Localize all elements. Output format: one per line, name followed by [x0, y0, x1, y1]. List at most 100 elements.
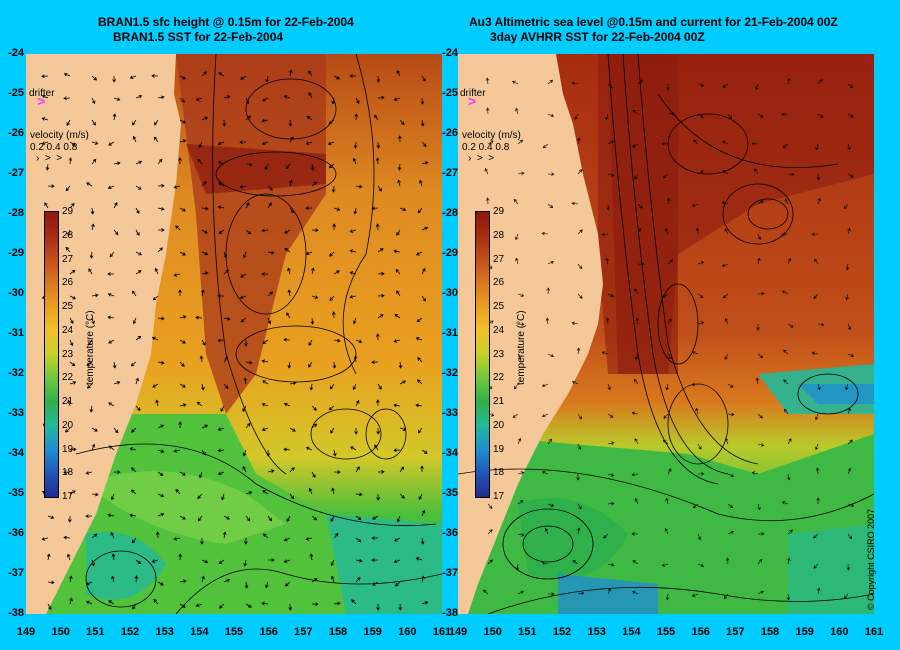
velocity-vector — [755, 377, 760, 385]
velocity-vector — [131, 427, 137, 433]
velocity-vector — [135, 185, 142, 190]
velocity-vector — [112, 361, 117, 369]
velocity-vector — [420, 465, 424, 473]
velocity-vector — [755, 83, 759, 91]
colorbar-tick-label: 26 — [493, 277, 505, 289]
velocity-vector — [420, 119, 425, 127]
velocity-vector — [787, 438, 792, 445]
velocity-vector — [376, 603, 380, 611]
velocity-vector — [218, 182, 225, 187]
velocity-vector — [111, 575, 115, 583]
velocity-vector — [813, 563, 819, 569]
velocity-vector — [697, 443, 702, 450]
velocity-vector — [377, 95, 385, 100]
velocity-vector — [663, 173, 669, 179]
velocity-vector — [217, 141, 225, 146]
velocity-vector — [135, 207, 140, 214]
velocity-vector — [399, 427, 407, 431]
velocity-vector — [817, 113, 824, 118]
velocity-vector — [201, 251, 209, 256]
velocity-vector — [331, 487, 335, 495]
velocity-vector — [222, 531, 227, 539]
velocity-vector — [287, 361, 292, 369]
velocity-vector — [201, 424, 209, 429]
velocity-vector — [267, 515, 273, 522]
velocity-vector — [783, 408, 789, 415]
velocity-vector — [547, 353, 554, 358]
velocity-vector — [310, 163, 315, 171]
colorbar-tick-label: 20 — [62, 419, 74, 431]
velocity-vector — [179, 339, 186, 344]
velocity-vector — [332, 361, 337, 369]
velocity-vector — [135, 559, 142, 565]
velocity-vector — [697, 261, 705, 265]
velocity-vector — [352, 383, 357, 391]
velocity-vector — [353, 355, 358, 363]
right-map-panel — [458, 54, 874, 614]
velocity-vector — [201, 116, 209, 121]
lon-tick-label: 153 — [587, 626, 606, 638]
velocity-vector — [571, 380, 579, 385]
left-colorbar — [44, 211, 59, 498]
velocity-vector — [394, 581, 401, 587]
left-sst-map — [26, 54, 442, 614]
velocity-vector — [542, 413, 549, 418]
velocity-vector — [377, 248, 384, 253]
velocity-vector — [239, 184, 247, 189]
velocity-vector — [327, 141, 335, 146]
velocity-vector — [283, 559, 291, 563]
velocity-vector — [243, 559, 248, 567]
velocity-vector — [157, 95, 165, 100]
lat-tick-label: -25 — [442, 87, 458, 99]
velocity-vector — [666, 197, 671, 205]
velocity-vector — [607, 473, 615, 477]
velocity-vector — [355, 466, 360, 473]
velocity-vector — [262, 380, 269, 385]
colorbar-tick-label: 18 — [62, 467, 74, 479]
velocity-vector — [487, 140, 494, 145]
velocity-vector — [309, 383, 314, 391]
velocity-vector — [632, 560, 639, 565]
velocity-vector — [757, 353, 764, 359]
velocity-vector — [130, 361, 137, 367]
velocity-vector — [421, 268, 426, 275]
lat-tick-label: -26 — [8, 127, 24, 139]
velocity-vector — [308, 361, 313, 368]
velocity-vector — [333, 338, 341, 343]
velocity-vector — [198, 141, 203, 149]
velocity-vector — [264, 163, 269, 171]
lat-tick-label: -30 — [442, 287, 458, 299]
velocity-vector — [843, 593, 849, 600]
velocity-vector — [199, 355, 204, 363]
velocity-vector — [634, 288, 639, 295]
velocity-vector — [201, 575, 205, 583]
lon-tick-label: 156 — [259, 626, 278, 638]
velocity-vector — [283, 402, 291, 407]
velocity-vector — [201, 71, 207, 77]
velocity-vector — [485, 77, 490, 85]
velocity-vector — [631, 411, 639, 416]
velocity-vector — [816, 173, 821, 181]
velocity-vector — [286, 312, 291, 319]
lon-tick-label: 158 — [328, 626, 348, 638]
velocity-vector — [727, 412, 735, 417]
velocity-vector — [399, 380, 406, 385]
velocity-vector — [109, 251, 115, 258]
velocity-vector — [157, 316, 165, 321]
velocity-vector — [415, 403, 423, 408]
velocity-vector — [606, 203, 611, 211]
velocity-vector — [781, 112, 789, 117]
velocity-vector — [374, 114, 379, 121]
velocity-vector — [398, 603, 403, 611]
velocity-vector — [223, 356, 229, 363]
velocity-vector — [179, 515, 186, 520]
velocity-vector — [306, 115, 313, 121]
velocity-vector — [157, 493, 165, 498]
velocity-vector — [517, 500, 524, 505]
velocity-vector — [547, 113, 555, 118]
velocity-vector — [69, 317, 74, 324]
velocity-vector — [261, 402, 269, 407]
velocity-vector — [692, 503, 699, 509]
velocity-vector — [309, 553, 314, 561]
velocity-vector — [397, 135, 402, 143]
